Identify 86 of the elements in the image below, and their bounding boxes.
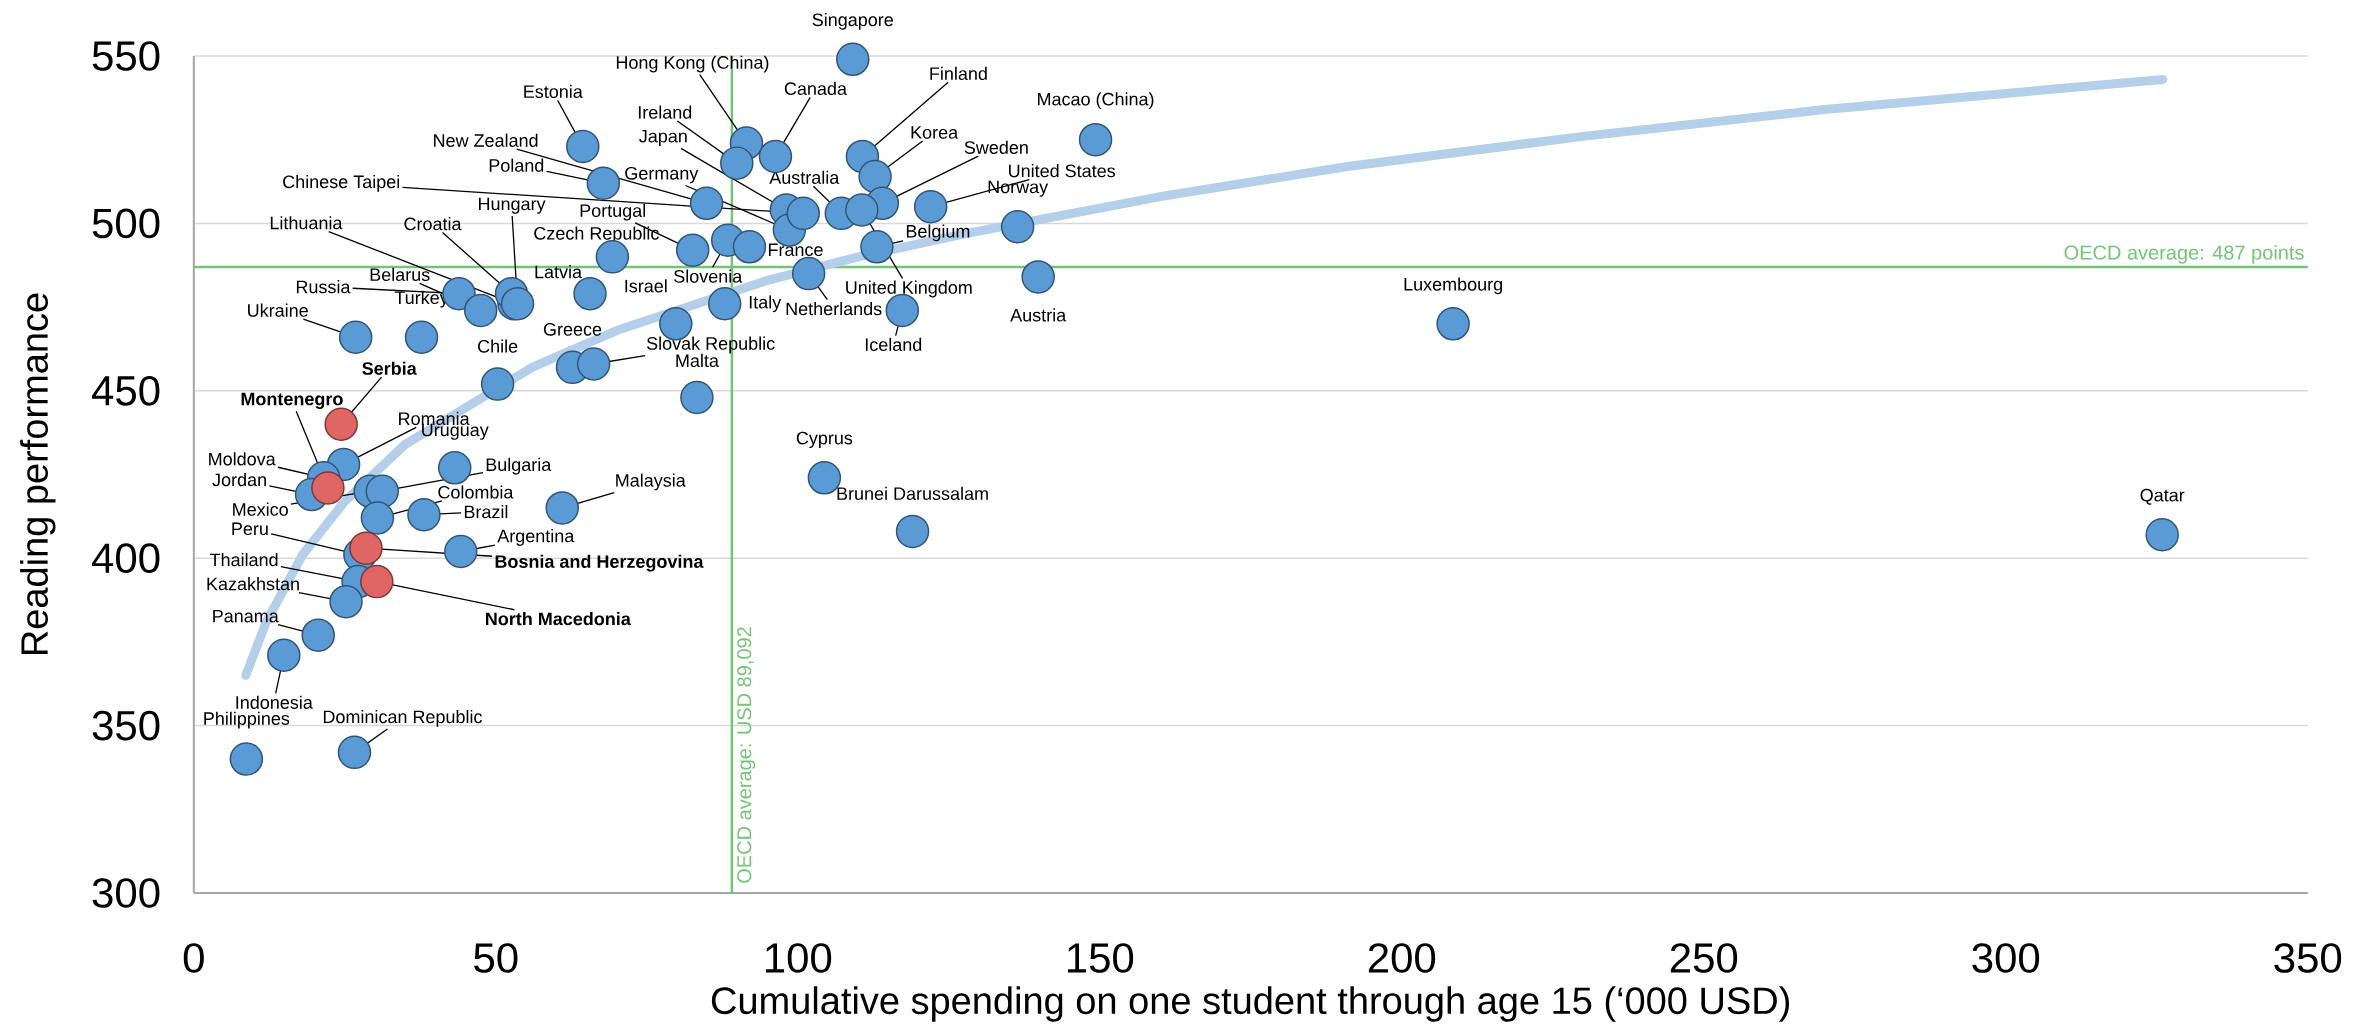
annotation: Bosnia and Herzegovina <box>495 554 704 572</box>
annotation: Netherlands <box>786 301 882 316</box>
annotation: Argentina <box>497 529 575 546</box>
annotation: Slovak Republic <box>646 336 775 354</box>
annotation: Latvia <box>535 265 583 279</box>
annotation: Montenegro <box>241 392 343 409</box>
annotation: Lithuania <box>270 216 343 230</box>
annotation: Hong Kong (China) <box>616 55 769 73</box>
point <box>360 564 394 599</box>
annotation: Romania <box>399 411 470 426</box>
annotation: United Kingdom <box>846 280 972 298</box>
ref-line-label: OECD average: 487 points <box>2064 245 2304 264</box>
x-tick-label: 300 <box>1972 943 2040 973</box>
annotation: Finland <box>930 66 987 81</box>
x-tick-label: 200 <box>1368 943 1436 973</box>
annotation: Czech Republic <box>534 226 659 244</box>
x-tick-label: 350 <box>2274 943 2342 973</box>
annotation: Bulgaria <box>486 457 552 475</box>
annotation: Brazil <box>464 505 508 519</box>
point <box>311 471 345 505</box>
y-tick-label: 550 <box>92 41 160 71</box>
annotation: Italy <box>749 295 782 313</box>
annotation: Slovenia <box>674 269 743 283</box>
annotation: Singapore <box>812 12 893 30</box>
annotation: Peru <box>232 522 268 536</box>
annotation: Indonesia <box>236 695 313 709</box>
annotation: Brunei Darussalam <box>837 486 988 501</box>
annotation: Mexico <box>233 502 288 516</box>
annotation: Malta <box>676 353 719 368</box>
annotation: Norway <box>988 180 1049 197</box>
annotation: Iceland <box>865 337 922 352</box>
annotation: Jordan <box>212 472 266 487</box>
annotation: Moldova <box>209 452 276 466</box>
annotation: Ukraine <box>248 303 308 317</box>
annotation: Estonia <box>524 84 583 98</box>
annotation: Kazakhstan <box>207 577 299 591</box>
x-tick-label: 100 <box>765 943 832 973</box>
annotation: Colombia <box>438 485 514 499</box>
annotation: Thailand <box>209 553 278 567</box>
annotation: Macao (China) <box>1038 92 1154 110</box>
y-tick-label: 450 <box>91 375 160 406</box>
annotation: Dominican Republic <box>323 709 482 727</box>
y-tick-label: 500 <box>92 208 160 239</box>
annotation: United States <box>1009 164 1116 178</box>
annotation: New Zealand <box>434 133 538 147</box>
annotation: Greece <box>543 322 602 336</box>
annotation: Russia <box>296 280 351 294</box>
annotation: Chile <box>478 339 518 353</box>
annotation: Uruguay <box>422 423 489 440</box>
annotation: Luxembourg <box>1404 277 1502 295</box>
x-tick-label: 250 <box>1670 943 1738 973</box>
y-tick-label: 400 <box>91 543 160 574</box>
annotation: Japan <box>639 129 687 147</box>
annotation: Ireland <box>638 105 692 119</box>
annotation: Canada <box>784 81 847 96</box>
annotation: Israel <box>625 279 667 293</box>
annotation: Panama <box>213 609 279 623</box>
annotation: Belgium <box>906 224 970 242</box>
x-tick-label: 150 <box>1067 943 1134 973</box>
annotation: Germany <box>625 166 699 184</box>
x-axis-title: Cumulative spending on one student through age 15 (‘000 USD) <box>711 986 1789 1022</box>
y-tick-label: 300 <box>92 878 160 908</box>
annotation: Croatia <box>404 217 462 231</box>
annotation: Chinese Taipei <box>283 174 400 192</box>
annotation: Hungary <box>479 197 546 214</box>
y-axis-title: Reading performance <box>20 293 56 655</box>
annotation: Cyprus <box>796 431 853 448</box>
y-tick-label: 350 <box>92 710 160 741</box>
x-tick-label: 0 <box>183 943 204 973</box>
annotation: France <box>768 243 823 257</box>
annotation: Portugal <box>580 203 646 221</box>
annotation: Philippines <box>204 711 290 729</box>
annotation: Poland <box>489 158 544 172</box>
x-tick-label: 50 <box>474 943 518 973</box>
annotation: Australia <box>769 170 840 184</box>
point <box>324 407 358 442</box>
annotation: Korea <box>911 126 959 139</box>
annotation: Austria <box>1010 308 1067 322</box>
annotation: Serbia <box>362 361 417 375</box>
ref-line-label: OECD average: USD 89,092 <box>737 627 756 883</box>
annotation: Malaysia <box>616 473 686 491</box>
annotation: Belarus <box>370 267 430 282</box>
annotation: North Macedonia <box>486 612 631 626</box>
point <box>349 531 383 565</box>
annotation: Qatar <box>2140 488 2185 505</box>
annotation: Sweden <box>964 140 1028 154</box>
